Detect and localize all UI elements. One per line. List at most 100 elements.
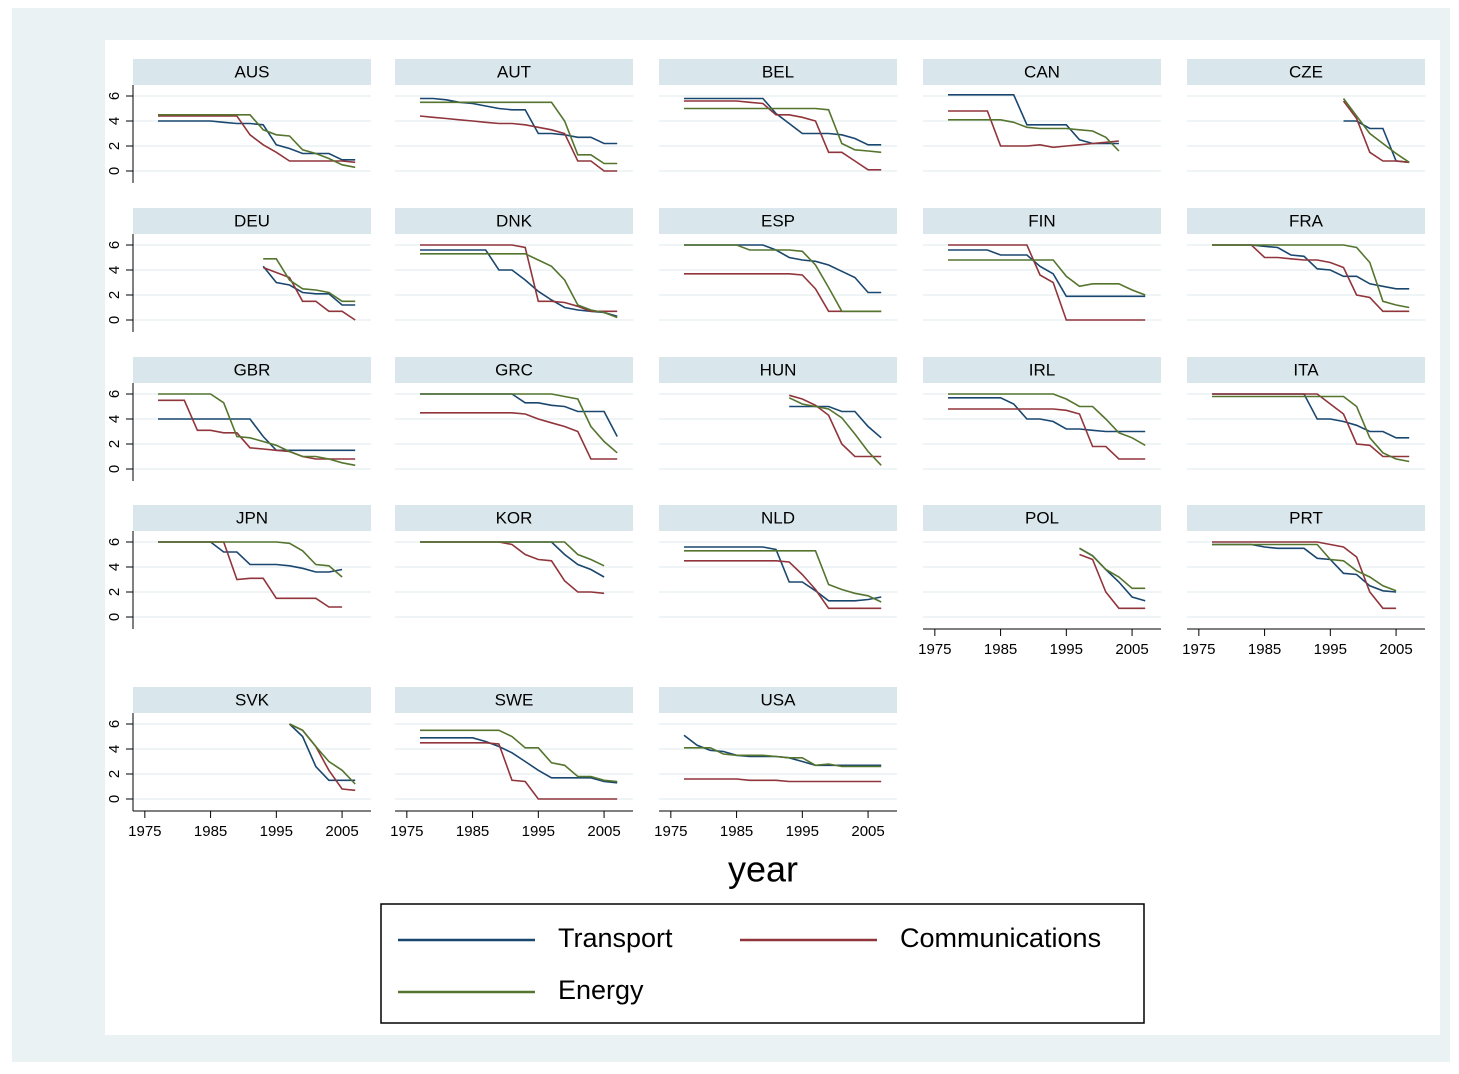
x-tick-label: 1995 — [260, 823, 293, 840]
panel-title: POL — [1025, 508, 1059, 527]
panel-title: AUT — [497, 62, 531, 81]
series-line — [684, 244, 882, 313]
panel-title: GBR — [234, 360, 271, 379]
series-line — [158, 399, 356, 460]
series-line — [420, 253, 618, 319]
panel-title: KOR — [496, 508, 533, 527]
series-line — [1342, 100, 1410, 164]
x-tick-label: 1995 — [786, 823, 819, 840]
series-line — [948, 244, 1146, 321]
x-tick-label: 1975 — [918, 641, 951, 658]
y-tick-label: 0 — [106, 465, 123, 473]
series-line — [420, 393, 618, 454]
legend-label: Transport — [558, 923, 673, 953]
series-line — [1212, 395, 1410, 463]
x-tick-label: 1985 — [720, 823, 753, 840]
x-tick-label: 1975 — [128, 823, 161, 840]
panel-strip — [395, 59, 633, 85]
legend-label: Communications — [900, 923, 1101, 953]
series-line — [262, 265, 356, 306]
panel-title: PRT — [1289, 508, 1323, 527]
x-tick-label: 1985 — [194, 823, 227, 840]
y-tick-label: 2 — [106, 142, 123, 150]
panel-title: AUS — [235, 62, 270, 81]
x-tick-label: 1995 — [1050, 641, 1083, 658]
x-tick-label: 2005 — [1115, 641, 1148, 658]
panel-title: NLD — [761, 508, 795, 527]
panel-strip — [1187, 357, 1425, 383]
series-line — [948, 397, 1146, 433]
y-tick-label: 0 — [106, 795, 123, 803]
series-line — [420, 101, 618, 165]
panel-strip — [133, 357, 371, 383]
series-line — [684, 546, 882, 602]
series-line — [158, 120, 356, 161]
panel-title: HUN — [760, 360, 797, 379]
y-tick-label: 6 — [106, 241, 123, 249]
panel-title: JPN — [236, 508, 268, 527]
series-line — [420, 729, 618, 783]
x-tick-label: 1975 — [654, 823, 687, 840]
series-line — [263, 258, 356, 303]
series-line — [1342, 98, 1410, 163]
panel-title: USA — [761, 690, 797, 709]
y-tick-label: 6 — [106, 390, 123, 398]
series-line — [420, 97, 618, 145]
series-line — [1212, 541, 1397, 610]
panel-strip — [659, 687, 897, 713]
x-tick-label: 1975 — [390, 823, 423, 840]
y-tick-label: 4 — [106, 745, 123, 753]
series-line — [1212, 543, 1397, 592]
panel-title: SWE — [495, 690, 534, 709]
series-line — [684, 550, 882, 603]
panel-strip — [923, 59, 1161, 85]
x-tick-label: 2005 — [1379, 641, 1412, 658]
x-tick-label: 1995 — [522, 823, 555, 840]
series-line — [262, 266, 356, 321]
panel-strip — [923, 505, 1161, 531]
series-line — [420, 737, 618, 784]
series-line — [684, 100, 882, 171]
series-line — [948, 94, 1119, 145]
x-tick-label: 2005 — [325, 823, 358, 840]
panel-strip — [133, 59, 371, 85]
series-line — [948, 119, 1120, 152]
x-axis-title: year — [728, 849, 798, 890]
series-line — [420, 244, 618, 313]
panel-title: FRA — [1289, 211, 1324, 230]
x-tick-label: 1995 — [1314, 641, 1347, 658]
x-tick-label: 1985 — [984, 641, 1017, 658]
panel-strip — [923, 208, 1161, 234]
series-line — [948, 393, 1146, 446]
y-tick-label: 6 — [106, 538, 123, 546]
series-line — [684, 778, 882, 783]
panel-strip — [659, 505, 897, 531]
series-line — [420, 742, 618, 800]
panel-title: IRL — [1029, 360, 1055, 379]
panel-strip — [659, 357, 897, 383]
panel-strip — [1187, 208, 1425, 234]
series-line — [684, 107, 882, 154]
series-line — [684, 97, 882, 146]
series-line — [684, 560, 882, 610]
panel-title: SVK — [235, 690, 270, 709]
x-tick-label: 1975 — [1182, 641, 1215, 658]
y-tick-label: 4 — [106, 117, 123, 125]
panel-title: FIN — [1028, 211, 1055, 230]
panel-strip — [1187, 505, 1425, 531]
panel-title: GRC — [495, 360, 533, 379]
series-line — [1212, 393, 1410, 458]
series-line — [158, 541, 343, 578]
series-line — [788, 397, 882, 466]
y-tick-label: 4 — [106, 415, 123, 423]
x-tick-label: 2005 — [587, 823, 620, 840]
panel-strip — [133, 208, 371, 234]
panel-strip — [1187, 59, 1425, 85]
panel-title: DNK — [496, 211, 533, 230]
y-tick-label: 2 — [106, 291, 123, 299]
panel-strip — [395, 208, 633, 234]
panel-title: DEU — [234, 211, 270, 230]
panel-strip — [659, 208, 897, 234]
legend — [380, 903, 1145, 1024]
series-line — [419, 115, 618, 172]
